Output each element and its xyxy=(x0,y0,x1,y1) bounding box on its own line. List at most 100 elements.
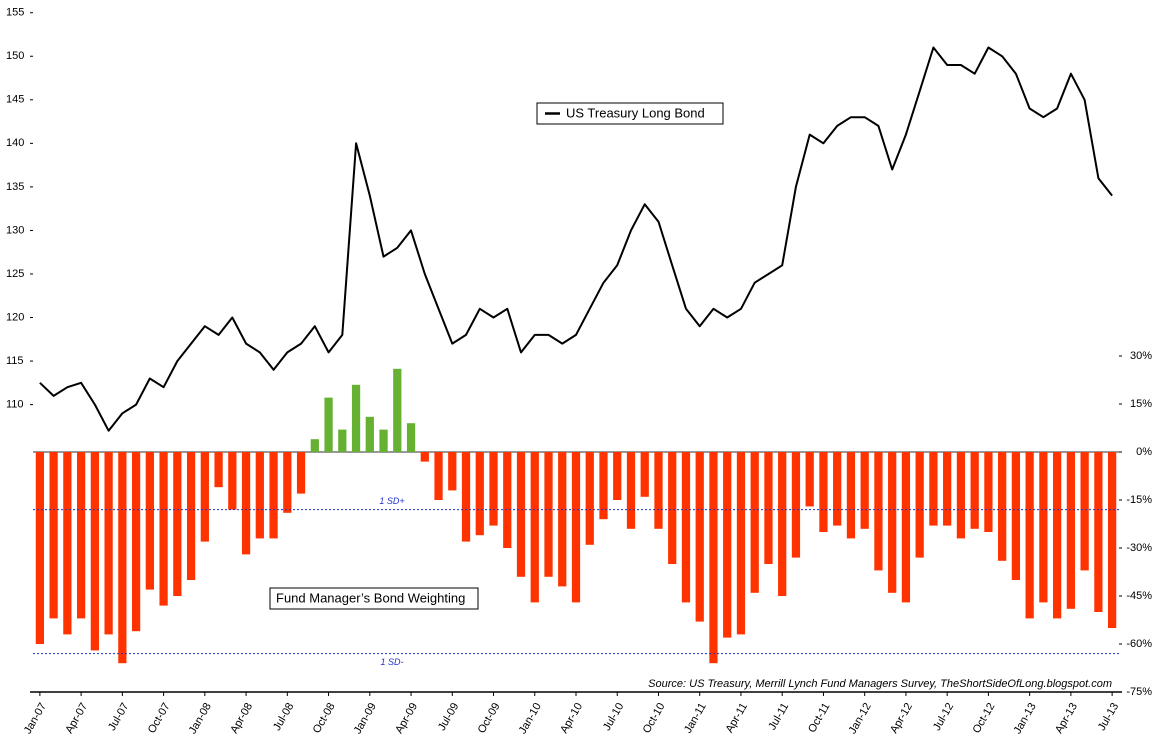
bar xyxy=(860,452,869,529)
bar xyxy=(736,452,746,635)
bar xyxy=(90,452,99,651)
bar xyxy=(214,452,223,488)
y2-tick-label: 0% xyxy=(1136,446,1152,458)
bar xyxy=(200,452,209,542)
y2-tick-label: -75% xyxy=(1126,686,1152,698)
source: Source: US Treasury, Merrill Lynch Fund … xyxy=(648,678,1112,690)
bar xyxy=(599,452,608,520)
line xyxy=(39,46,1113,432)
bar xyxy=(516,452,526,577)
y2-tick-label: -30% xyxy=(1126,542,1152,554)
bar xyxy=(1108,452,1117,628)
bar xyxy=(1066,452,1076,609)
bar xyxy=(571,452,581,603)
bar xyxy=(874,452,883,571)
bar xyxy=(351,384,361,452)
bar xyxy=(791,452,801,558)
sd-label: 1 SD+ xyxy=(379,496,404,506)
bar xyxy=(173,452,182,596)
x-tick-label: Jul-10 xyxy=(601,701,626,733)
x-tick-label: Oct-11 xyxy=(806,701,832,735)
line-legend-box xyxy=(536,102,724,125)
bar-legend-label: Fund Manager’s Bond Weighting xyxy=(276,590,465,605)
bar xyxy=(558,452,567,587)
bar xyxy=(778,452,787,596)
y2-tick-label: -45% xyxy=(1126,590,1152,602)
bar xyxy=(888,452,897,593)
y2-tick-label: -15% xyxy=(1126,494,1152,506)
bar xyxy=(49,452,58,619)
y-tick-label: 145 xyxy=(6,94,24,106)
x-tick-label: Apr-10 xyxy=(558,701,585,736)
bar xyxy=(420,452,429,462)
x-tick-label: Jan-09 xyxy=(352,701,379,736)
bar xyxy=(365,416,374,452)
bar xyxy=(709,452,718,664)
bar-legend-box xyxy=(269,587,479,610)
x-tick-label: Apr-12 xyxy=(888,701,915,736)
y2-tick-label: -60% xyxy=(1126,638,1152,650)
bar xyxy=(846,452,856,539)
bar xyxy=(255,452,264,539)
bar xyxy=(296,452,306,494)
y-tick-label: 115 xyxy=(6,355,24,367)
bar xyxy=(956,452,966,539)
x-tick-label: Jul-12 xyxy=(931,701,956,733)
bar xyxy=(585,452,594,545)
y-tick-label: 155 xyxy=(6,7,24,19)
bar xyxy=(310,439,319,452)
bar xyxy=(668,452,677,564)
bar xyxy=(338,429,347,452)
y-tick-label: 130 xyxy=(6,224,24,236)
bar xyxy=(901,452,911,603)
bar xyxy=(503,452,512,548)
bar xyxy=(626,452,636,529)
x-tick-label: Jan-08 xyxy=(187,701,214,736)
bar xyxy=(530,452,539,603)
bar xyxy=(998,452,1007,561)
bar xyxy=(269,452,278,539)
y-tick-label: 120 xyxy=(6,311,24,323)
x-tick-label: Jan-07 xyxy=(22,701,49,736)
x-tick-label: Jul-11 xyxy=(766,701,791,732)
bar xyxy=(1039,452,1048,603)
x-tick-label: Jan-11 xyxy=(682,701,709,735)
bar xyxy=(750,452,759,593)
bar xyxy=(283,452,292,513)
bar xyxy=(379,429,388,452)
x-tick-label: Jul-08 xyxy=(271,701,296,733)
bar xyxy=(186,452,196,580)
x-tick-label: Oct-07 xyxy=(146,701,173,736)
bar xyxy=(159,452,168,606)
bar xyxy=(929,452,938,526)
x-tick-label: Oct-08 xyxy=(311,701,338,736)
bar xyxy=(1011,452,1021,580)
bar xyxy=(448,452,457,491)
bar xyxy=(915,452,924,558)
x-tick-label: Jul-13 xyxy=(1096,701,1121,733)
bar xyxy=(35,452,44,644)
bar xyxy=(681,452,691,603)
bar xyxy=(393,368,402,452)
x-tick-label: Apr-07 xyxy=(63,701,90,736)
bar xyxy=(640,452,649,497)
x-tick-label: Apr-09 xyxy=(393,701,420,736)
bar xyxy=(970,452,979,529)
bar xyxy=(324,397,333,452)
bar xyxy=(434,452,443,500)
bar xyxy=(833,452,842,526)
bar xyxy=(544,452,553,577)
x-tick-label: Jan-13 xyxy=(1012,701,1039,736)
y-tick-label: 135 xyxy=(6,181,24,193)
bar xyxy=(695,452,704,622)
bar xyxy=(1080,452,1089,571)
bar xyxy=(1053,452,1062,619)
bar xyxy=(613,452,622,500)
bar xyxy=(805,452,814,507)
x-tick-label: Oct-12 xyxy=(971,701,998,736)
bar xyxy=(104,452,113,635)
bar xyxy=(943,452,952,526)
x-tick-label: Oct-10 xyxy=(641,701,668,736)
bar xyxy=(1025,452,1034,619)
